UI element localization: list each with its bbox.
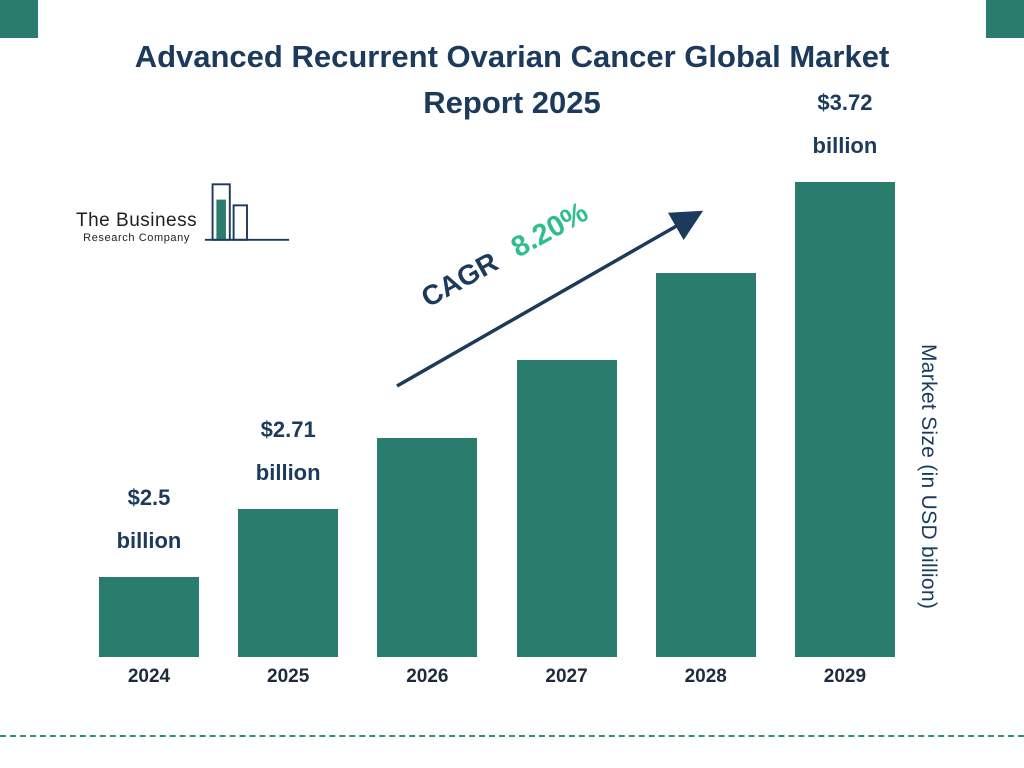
bar-column-2027 xyxy=(516,360,617,657)
value-label-2029: $3.72 billion xyxy=(813,82,878,168)
bar-column-2029: $3.72 billion xyxy=(794,82,895,657)
logo-line2: Research Company xyxy=(83,232,190,244)
bar-2027 xyxy=(516,360,617,657)
value-unit: billion xyxy=(255,460,321,486)
bar-2025 xyxy=(238,509,339,657)
bar-chart: $2.5 billion $2.71 billion $3.72 billion xyxy=(99,90,895,657)
bar-column-2026 xyxy=(377,438,478,657)
value-unit: billion xyxy=(116,528,182,554)
x-axis-label-2025: 2025 xyxy=(267,666,310,687)
bottom-dashed-divider xyxy=(0,735,1024,737)
logo-bar-chart-icon xyxy=(205,183,290,241)
value-unit: billion xyxy=(812,133,878,159)
logo-line1: The Business xyxy=(76,210,198,231)
corner-accent-top-right xyxy=(986,0,1024,38)
x-axis-label-2026: 2026 xyxy=(406,666,449,687)
value-label-2024: $2.5 billion xyxy=(117,477,182,563)
x-axis-label-2027: 2027 xyxy=(545,666,588,687)
x-axis-label-2028: 2028 xyxy=(684,666,727,687)
bar-column-2024: $2.5 billion xyxy=(99,477,199,657)
page-title: Advanced Recurrent Ovarian Cancer Global… xyxy=(134,39,890,120)
bar-column-2028 xyxy=(655,273,756,657)
value-amount: $2.71 xyxy=(260,417,316,443)
bar-2029 xyxy=(794,182,895,657)
bar-column-2025: $2.71 billion xyxy=(238,409,339,657)
x-axis-label-2024: 2024 xyxy=(127,666,171,687)
corner-accent-top-left xyxy=(0,0,38,38)
y-axis-label: Market Size (in USD billion) xyxy=(917,344,940,610)
value-label-2025: $2.71 billion xyxy=(256,409,321,495)
logo-text: The Business Research Company xyxy=(76,210,197,248)
x-axis: 2024 2025 2026 2027 2028 2029 xyxy=(99,666,895,688)
bar-2028 xyxy=(655,273,756,657)
bar-2024 xyxy=(99,577,199,657)
bar-2026 xyxy=(377,438,478,657)
x-axis-label-2029: 2029 xyxy=(823,666,867,687)
value-amount: $3.72 xyxy=(817,90,873,116)
value-amount: $2.5 xyxy=(127,485,171,511)
company-logo: The Business Research Company xyxy=(76,178,291,248)
